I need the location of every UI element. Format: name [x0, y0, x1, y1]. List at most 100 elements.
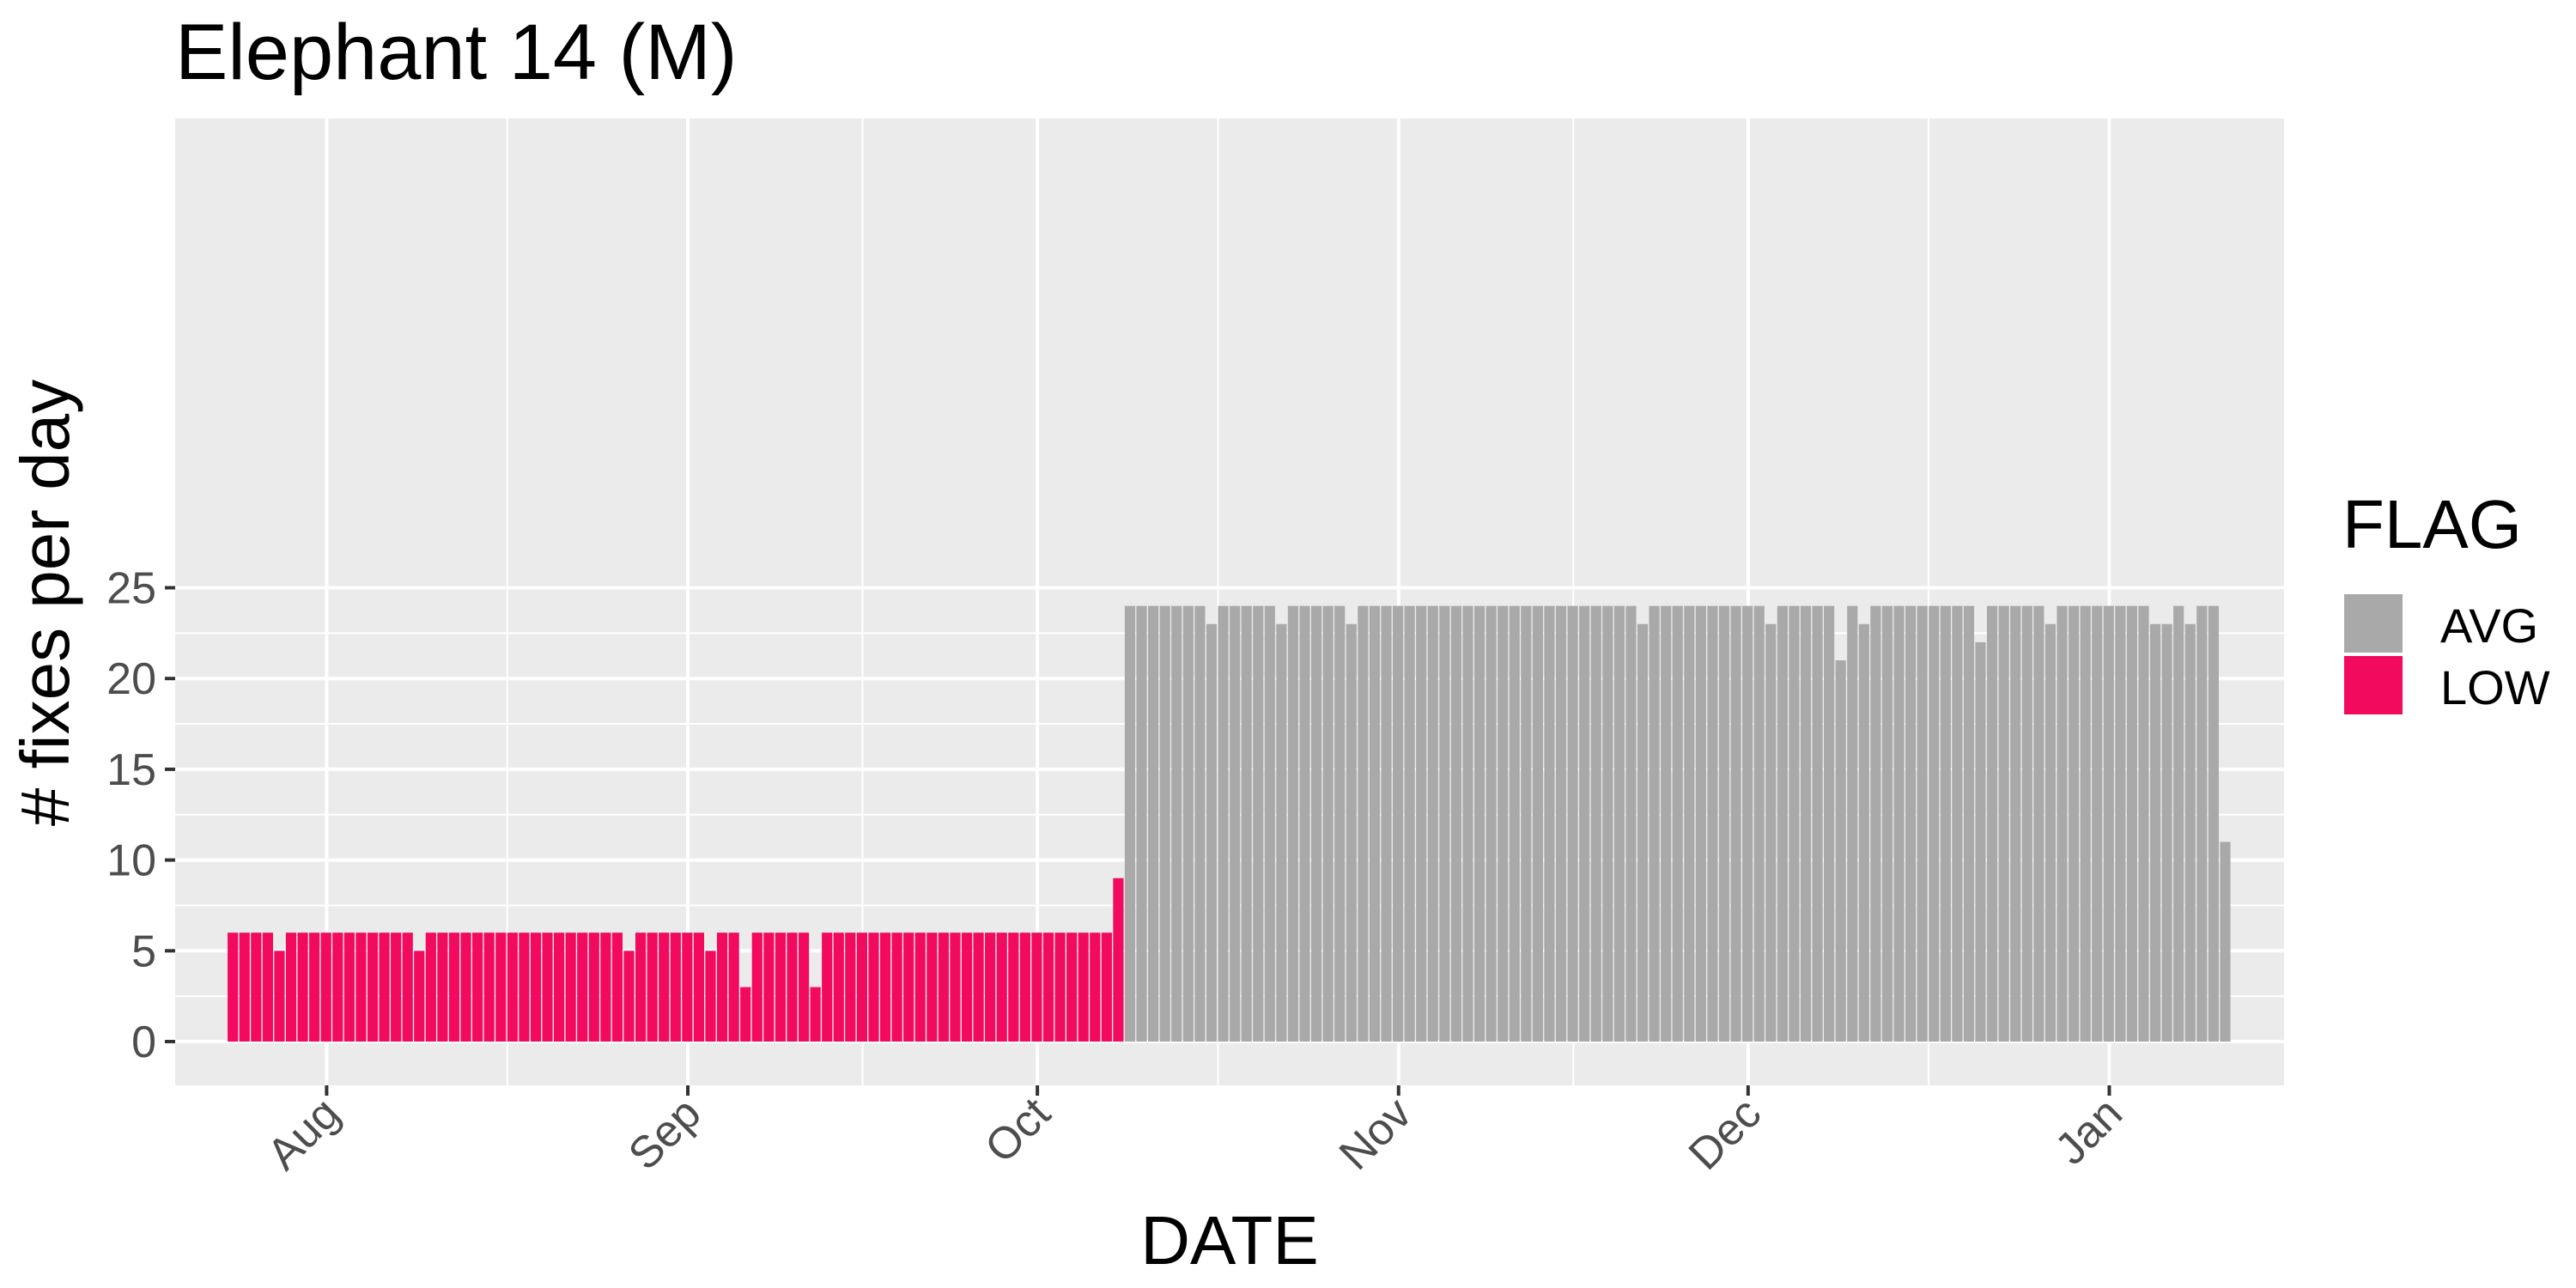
bar: [1753, 605, 1765, 1042]
bar: [460, 933, 471, 1042]
bar: [437, 933, 448, 1042]
bar: [2080, 605, 2091, 1042]
bar: [1590, 605, 1601, 1042]
bar: [1241, 605, 1252, 1042]
bar: [309, 933, 320, 1042]
legend-label-low: LOW: [2440, 660, 2550, 714]
bar: [332, 933, 343, 1042]
bar: [2033, 605, 2044, 1042]
bar: [2126, 605, 2138, 1042]
bar: [588, 933, 599, 1042]
bar: [1952, 605, 1963, 1042]
bar: [1998, 605, 2009, 1042]
legend-title: FLAG: [2342, 486, 2522, 562]
bar: [425, 933, 436, 1042]
chart-title: Elephant 14 (M): [175, 9, 738, 96]
bar: [1881, 605, 1893, 1042]
bar: [600, 933, 611, 1042]
bar: [577, 933, 588, 1042]
legend-key-low: [2344, 656, 2403, 714]
bar: [1986, 605, 1998, 1042]
bar: [1264, 605, 1275, 1042]
bar: [822, 933, 833, 1042]
bar: [553, 933, 565, 1042]
bar: [1206, 623, 1218, 1042]
bar: [542, 933, 553, 1042]
bar: [1473, 605, 1485, 1042]
bar: [320, 933, 331, 1042]
bar: [1404, 605, 1415, 1042]
bar: [251, 933, 262, 1042]
bar: [1299, 605, 1310, 1042]
bar: [1718, 605, 1730, 1042]
bar: [611, 933, 623, 1042]
bar: [1672, 605, 1683, 1042]
bar: [1707, 605, 1718, 1042]
bar: [914, 933, 926, 1042]
bar: [1893, 605, 1905, 1042]
x-tick-label: Nov: [1330, 1088, 1421, 1179]
bar: [693, 933, 705, 1042]
y-tick-label: 25: [106, 564, 156, 614]
bar: [1416, 605, 1427, 1042]
bar: [1812, 605, 1823, 1042]
bar: [1148, 605, 1159, 1042]
bar: [1322, 605, 1334, 1042]
bar: [1054, 933, 1066, 1042]
bar: [1498, 605, 1509, 1042]
bar: [1963, 605, 1975, 1042]
bar: [1042, 933, 1054, 1042]
bar: [391, 933, 402, 1042]
bar: [1427, 605, 1438, 1042]
bar: [1765, 623, 1777, 1042]
x-tick-label: Sep: [619, 1088, 710, 1179]
bar: [1917, 605, 1928, 1042]
bar: [985, 933, 996, 1042]
bar: [1334, 605, 1346, 1042]
bar: [1824, 605, 1835, 1042]
bar: [1730, 605, 1741, 1042]
y-tick-label: 20: [106, 654, 156, 704]
x-tick-label: Aug: [258, 1088, 349, 1179]
bar: [1159, 605, 1170, 1042]
bar: [1602, 605, 1613, 1042]
bar: [1392, 605, 1404, 1042]
bar: [2092, 605, 2103, 1042]
bar: [1230, 605, 1241, 1042]
bar: [1789, 605, 1800, 1042]
bar: [810, 987, 821, 1042]
bar: [519, 933, 530, 1042]
bar: [1509, 605, 1520, 1042]
bar: [1485, 605, 1497, 1042]
bar: [751, 933, 762, 1042]
legend-label-avg: AVG: [2440, 598, 2538, 653]
bar: [2220, 841, 2231, 1042]
y-tick-label: 5: [131, 927, 156, 976]
bar: [961, 933, 973, 1042]
bar: [1544, 605, 1555, 1042]
bar: [1521, 605, 1532, 1042]
bar: [833, 933, 844, 1042]
bar: [1555, 605, 1567, 1042]
bar: [414, 951, 425, 1042]
bar: [716, 933, 728, 1042]
bar: [1695, 605, 1706, 1042]
bar: [623, 951, 635, 1042]
x-axis-title: DATE: [1140, 1202, 1318, 1279]
bar: [891, 933, 902, 1042]
bar: [1649, 605, 1660, 1042]
bar: [1276, 623, 1287, 1042]
bar: [845, 933, 856, 1042]
bar: [903, 933, 914, 1042]
bar: [1194, 605, 1206, 1042]
bar: [798, 933, 810, 1042]
bar: [1287, 605, 1299, 1042]
bar: [1800, 605, 1812, 1042]
bar: [1847, 605, 1858, 1042]
bars-layer: [228, 605, 2231, 1042]
bar: [1567, 605, 1578, 1042]
bar: [927, 933, 938, 1042]
bar: [1310, 605, 1322, 1042]
bar: [2068, 605, 2080, 1042]
bar: [775, 933, 787, 1042]
